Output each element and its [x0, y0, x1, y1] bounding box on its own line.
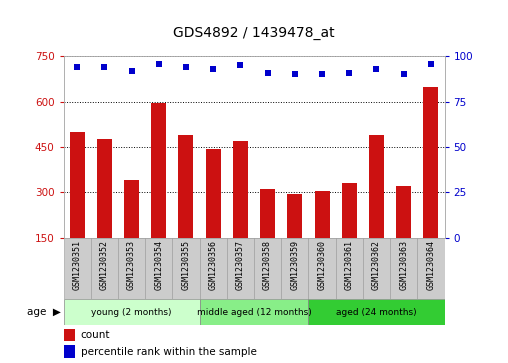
Bar: [281, 238, 308, 299]
Bar: [417, 238, 444, 299]
Point: [372, 66, 380, 72]
Bar: [151, 103, 166, 238]
Point: [154, 61, 163, 66]
Bar: [118, 238, 145, 299]
Point: [291, 72, 299, 77]
Point: [318, 72, 326, 77]
Text: GSM1230354: GSM1230354: [154, 240, 163, 290]
Bar: [172, 238, 200, 299]
Point: [345, 70, 354, 76]
Bar: [390, 238, 417, 299]
Text: GSM1230359: GSM1230359: [290, 240, 299, 290]
Bar: [64, 238, 91, 299]
Bar: [64, 299, 200, 325]
Point: [209, 66, 217, 72]
Bar: [70, 132, 85, 238]
Point: [128, 68, 136, 74]
Text: middle aged (12 months): middle aged (12 months): [197, 308, 311, 317]
Text: GSM1230356: GSM1230356: [209, 240, 218, 290]
Bar: [64, 345, 75, 358]
Bar: [64, 329, 75, 341]
Text: GSM1230358: GSM1230358: [263, 240, 272, 290]
Bar: [227, 238, 254, 299]
Text: GSM1230355: GSM1230355: [181, 240, 190, 290]
Text: aged (24 months): aged (24 months): [336, 308, 417, 317]
Bar: [342, 183, 357, 238]
Bar: [260, 189, 275, 238]
Point: [100, 64, 108, 70]
Bar: [288, 194, 302, 238]
Bar: [336, 238, 363, 299]
Bar: [200, 238, 227, 299]
Point: [427, 61, 435, 66]
Bar: [206, 148, 220, 238]
Bar: [369, 135, 384, 238]
Text: GSM1230360: GSM1230360: [318, 240, 327, 290]
Bar: [308, 238, 336, 299]
Bar: [314, 191, 330, 238]
Text: GSM1230351: GSM1230351: [73, 240, 82, 290]
Bar: [145, 238, 172, 299]
Text: GSM1230364: GSM1230364: [426, 240, 435, 290]
Text: GSM1230361: GSM1230361: [345, 240, 354, 290]
Bar: [91, 238, 118, 299]
Text: percentile rank within the sample: percentile rank within the sample: [81, 347, 257, 356]
Bar: [124, 180, 139, 238]
Bar: [396, 186, 411, 238]
Bar: [200, 299, 308, 325]
Text: GDS4892 / 1439478_at: GDS4892 / 1439478_at: [173, 26, 335, 40]
Text: age  ▶: age ▶: [27, 307, 61, 317]
Text: GSM1230357: GSM1230357: [236, 240, 245, 290]
Point: [236, 62, 244, 68]
Point: [73, 64, 81, 70]
Text: GSM1230363: GSM1230363: [399, 240, 408, 290]
Text: GSM1230362: GSM1230362: [372, 240, 381, 290]
Text: GSM1230352: GSM1230352: [100, 240, 109, 290]
Text: GSM1230353: GSM1230353: [127, 240, 136, 290]
Bar: [363, 238, 390, 299]
Point: [182, 64, 190, 70]
Bar: [97, 139, 112, 238]
Bar: [423, 86, 438, 238]
Bar: [178, 135, 194, 238]
Text: young (2 months): young (2 months): [91, 308, 172, 317]
Point: [264, 70, 272, 76]
Bar: [254, 238, 281, 299]
Bar: [308, 299, 444, 325]
Text: count: count: [81, 330, 110, 340]
Bar: [233, 141, 248, 238]
Point: [400, 72, 408, 77]
